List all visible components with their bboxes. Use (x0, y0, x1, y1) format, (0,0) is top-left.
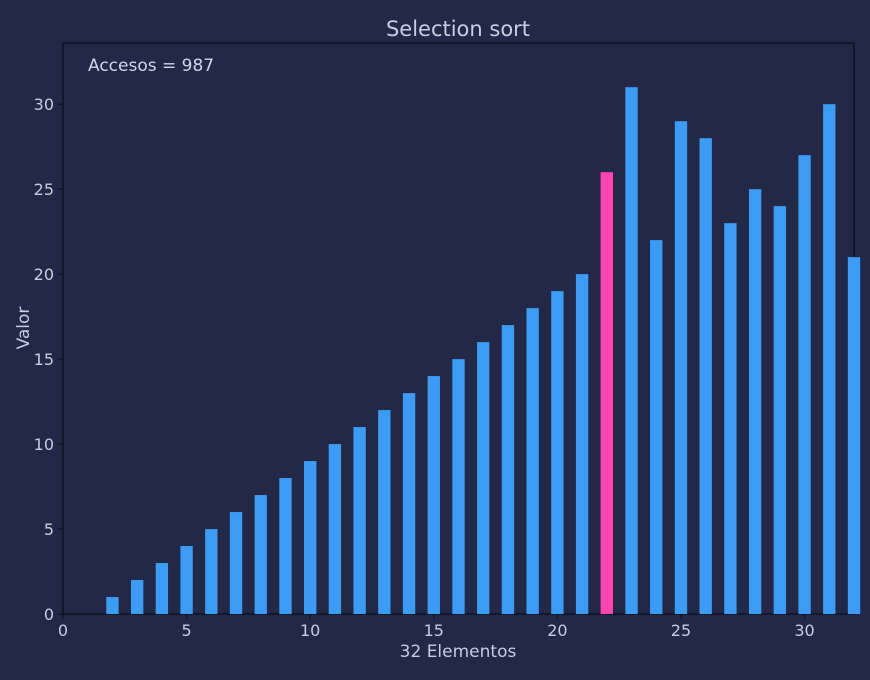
y-tick-label: 10 (34, 435, 54, 454)
bar (402, 393, 416, 614)
bar (575, 274, 589, 614)
bar (699, 138, 712, 614)
bar (551, 291, 564, 614)
bar (427, 376, 440, 614)
y-tick-label: 15 (34, 350, 54, 369)
bar (823, 104, 836, 614)
x-tick-label: 15 (424, 621, 444, 640)
bar (279, 478, 292, 614)
bar (847, 257, 861, 614)
chart-title: Selection sort (386, 17, 530, 41)
bar (180, 546, 193, 614)
bar (748, 189, 762, 614)
x-tick-label: 20 (547, 621, 567, 640)
bar (304, 461, 317, 614)
bar (625, 87, 638, 615)
bar (378, 410, 391, 614)
bars (106, 87, 861, 615)
bar (155, 563, 169, 614)
bar (353, 427, 366, 614)
bar (477, 342, 490, 614)
bar (798, 155, 811, 615)
x-axis-title: 32 Elementos (400, 642, 517, 662)
bar (674, 121, 688, 615)
bar (650, 240, 663, 614)
bar (106, 597, 119, 614)
x-tick-label: 30 (794, 621, 814, 640)
x-tick-label: 10 (300, 621, 320, 640)
bar (229, 512, 243, 614)
bar (452, 359, 465, 614)
y-tick-label: 5 (44, 520, 54, 539)
y-tick-label: 0 (44, 605, 54, 624)
bar (724, 223, 737, 614)
bar (254, 495, 267, 614)
x-tick-label: 25 (671, 621, 691, 640)
bar (130, 580, 144, 614)
y-tick-label: 20 (34, 265, 54, 284)
bar (526, 308, 539, 614)
y-tick-label: 25 (34, 180, 54, 199)
x-axis-ticks: 0 5 10 15 20 25 30 (58, 614, 815, 640)
access-count-annotation: Accesos = 987 (88, 56, 214, 76)
bar (501, 325, 515, 614)
x-tick-label: 5 (182, 621, 192, 640)
bar (205, 529, 218, 614)
y-axis-ticks: 0 5 10 15 20 25 30 (34, 95, 63, 624)
y-axis-title: Valor (14, 307, 34, 350)
bar (328, 444, 342, 614)
y-tick-label: 30 (34, 95, 54, 114)
bar (773, 206, 787, 614)
x-tick-label: 0 (58, 621, 68, 640)
bar-highlighted (600, 172, 613, 614)
